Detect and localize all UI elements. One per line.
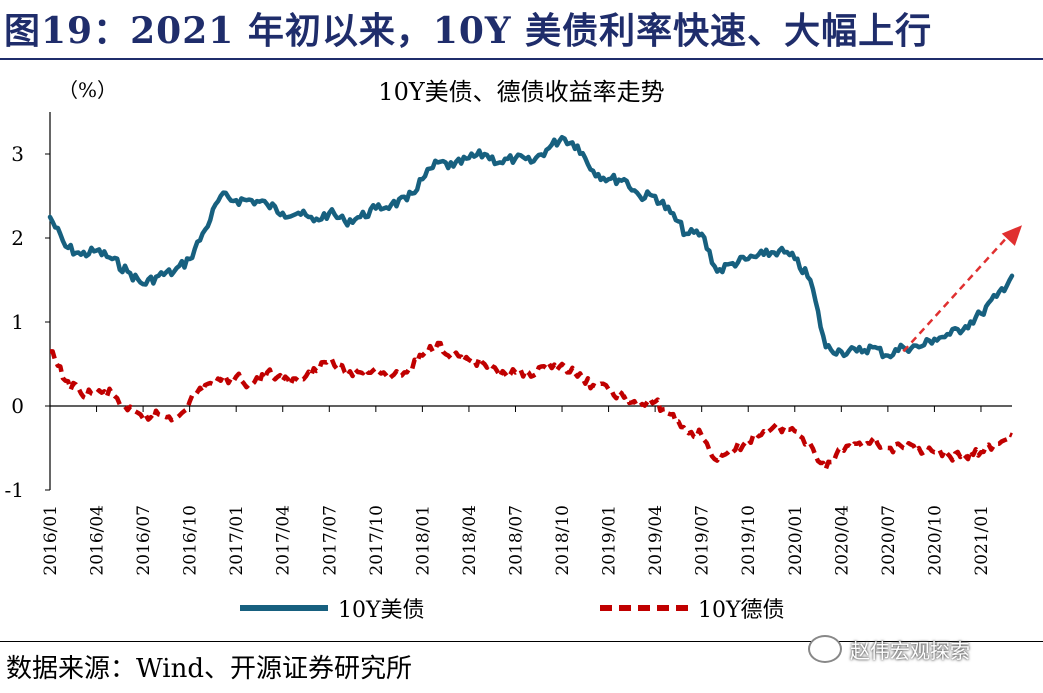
series-line-us10y	[47, 134, 1015, 360]
x-tick-label: 2020/04	[832, 505, 852, 576]
x-tick-label: 2020/10	[925, 505, 945, 576]
source-note: 数据来源：Wind、开源证券研究所	[6, 654, 412, 684]
legend-item-de10y: 10Y德债	[600, 590, 785, 626]
trend-arrow-line	[902, 235, 1009, 353]
x-tick-label: 2017/10	[367, 505, 387, 576]
legend-swatch-de10y	[600, 605, 688, 611]
title-divider	[0, 58, 1043, 60]
x-tick-label: 2019/04	[646, 505, 666, 576]
y-axis-unit: （%）	[58, 78, 118, 102]
y-tick-label: 1	[11, 310, 24, 334]
x-tick-label: 2020/01	[786, 505, 806, 576]
x-tick-label: 2016/07	[134, 505, 154, 576]
watermark-text: 赵伟宏观探索	[850, 638, 970, 663]
legend-item-us10y: 10Y美债	[240, 590, 425, 626]
x-tick-label: 2017/04	[274, 505, 294, 576]
x-tick-label: 2019/01	[600, 505, 620, 576]
x-tick-label: 2016/10	[181, 505, 201, 576]
legend-label-us10y: 10Y美债	[338, 598, 425, 623]
trend-arrow-head	[1001, 225, 1022, 246]
figure-title: 图19：2021 年初以来，10Y 美债利率快速、大幅上行	[4, 10, 933, 52]
legend-swatch-us10y	[240, 605, 328, 611]
x-tick-label: 2017/01	[227, 505, 247, 576]
x-tick-label: 2019/07	[693, 505, 713, 576]
x-tick-label: 2016/04	[88, 505, 108, 576]
legend-label-de10y: 10Y德债	[698, 598, 785, 623]
x-tick-label: 2018/07	[506, 505, 526, 576]
x-tick-label: 2018/04	[460, 505, 480, 576]
wechat-icon	[808, 635, 842, 663]
x-tick-label: 2018/10	[553, 505, 573, 576]
x-tick-label: 2021/01	[972, 505, 992, 576]
y-tick-label: -1	[5, 478, 24, 502]
watermark: 赵伟宏观探索	[808, 632, 970, 666]
x-tick-label: 2019/10	[739, 505, 759, 576]
y-tick-label: 0	[11, 394, 24, 418]
x-tick-label: 2020/07	[879, 505, 899, 576]
y-tick-label: 2	[11, 226, 24, 250]
x-tick-label: 2016/01	[41, 505, 61, 576]
footer-divider	[0, 641, 1043, 642]
x-tick-label: 2018/01	[413, 505, 433, 576]
y-tick-label: 3	[11, 142, 24, 166]
series-line-de10y	[50, 340, 1013, 472]
x-tick-label: 2017/07	[320, 505, 340, 576]
chart-title: 10Y美债、德债收益率走势	[378, 78, 665, 106]
